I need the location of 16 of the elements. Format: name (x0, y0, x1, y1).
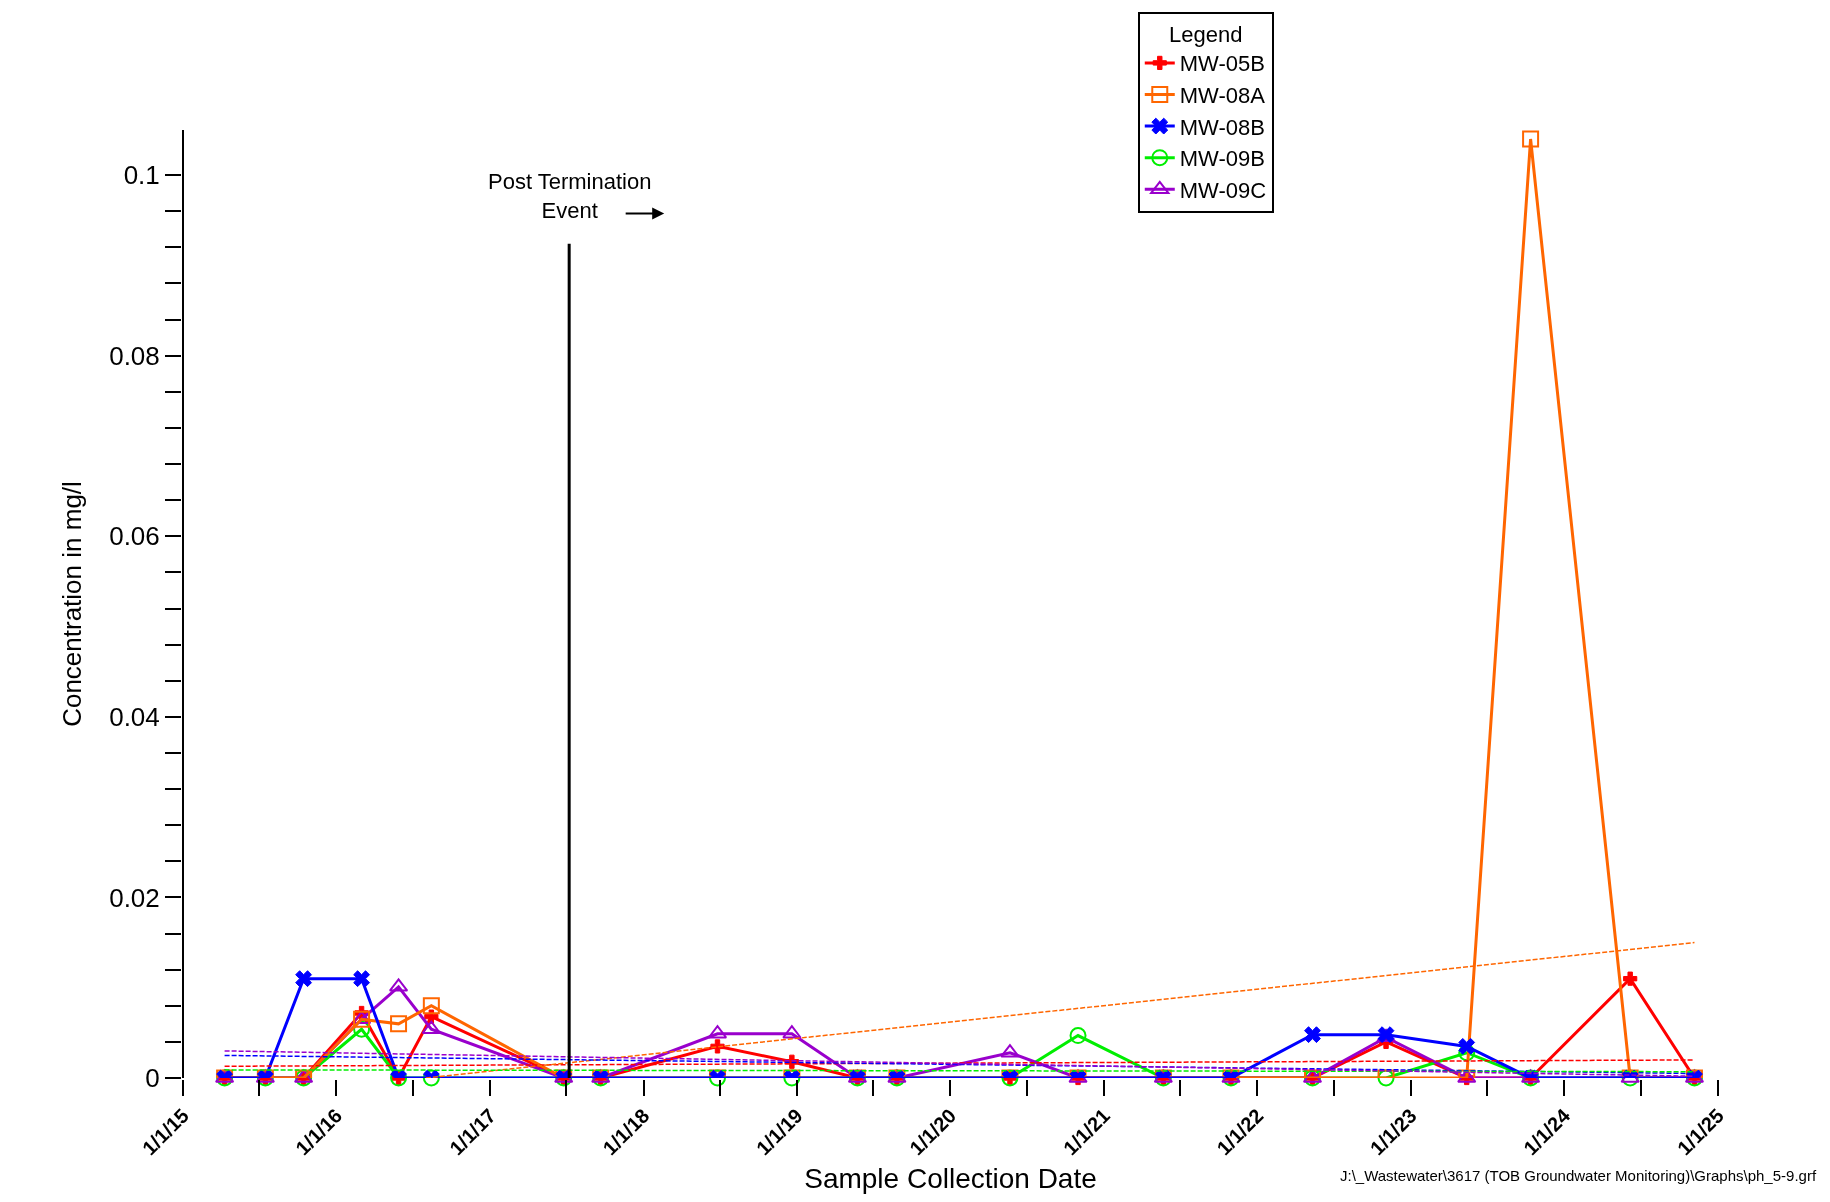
legend-label: MW-08A (1179, 83, 1266, 109)
y-tick-label: 0.02 (109, 882, 160, 913)
ref-line-label: Post Termination Event (488, 169, 652, 223)
y-tick-label: 0.1 (123, 160, 160, 191)
legend-title: Legend (1169, 22, 1243, 48)
legend-label: MW-09C (1179, 177, 1267, 203)
legend-label: MW-05B (1179, 51, 1265, 77)
legend-label: MW-08B (1179, 114, 1265, 140)
text: J:\_Wastewater\3617 (TOB Groundwater Monitoring)\Graphs\ph_5-9.grf (1340, 1167, 1817, 1184)
x-axis-title: Sample Collection Date (804, 1162, 1097, 1194)
y-tick-label: 0.04 (109, 701, 160, 732)
legend-label: MW-09B (1179, 146, 1265, 172)
y-axis-title: Concentration in mg/l (57, 481, 88, 727)
y-tick-label: 0.06 (109, 521, 160, 552)
y-tick-label: 0.08 (109, 340, 160, 371)
y-tick-label: 0 (145, 1063, 160, 1094)
